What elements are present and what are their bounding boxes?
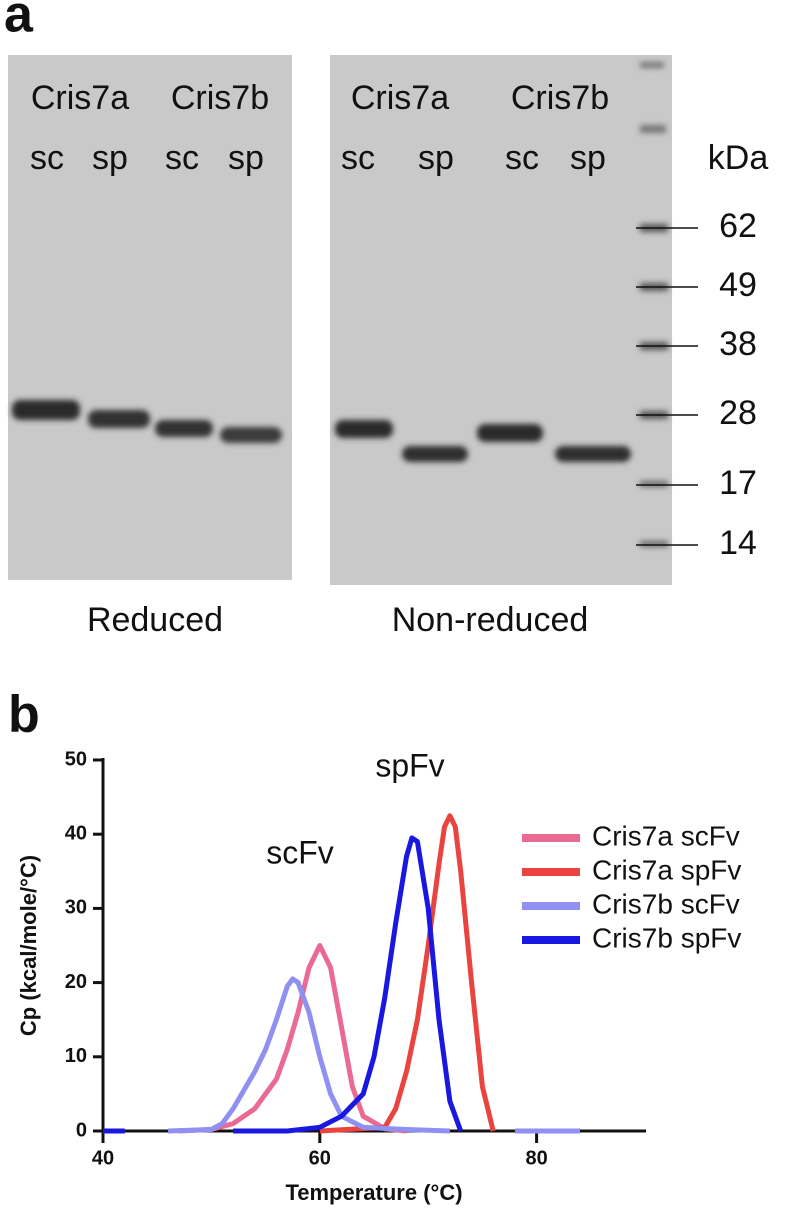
marker-unit: kDa <box>708 139 769 177</box>
legend-label: Cris7b spFv <box>592 922 741 953</box>
series-line <box>167 976 580 1134</box>
y-tick-label: 40 <box>65 822 87 844</box>
series-line <box>103 835 464 1134</box>
lane-label: sp <box>418 139 454 177</box>
lane-label: sc <box>505 139 539 177</box>
gel-caption: Reduced <box>87 601 223 639</box>
y-tick-label: 20 <box>65 971 87 993</box>
series-line <box>178 943 407 1134</box>
x-axis-title: Temperature (°C) <box>285 1180 462 1205</box>
y-tick-label: 30 <box>65 897 87 919</box>
lane-label: sp <box>228 139 264 177</box>
lane-label: sc <box>341 139 375 177</box>
y-tick-label: 0 <box>76 1119 87 1141</box>
x-tick-label: 40 <box>92 1147 114 1169</box>
bands <box>12 62 668 547</box>
annotation: scFv <box>266 834 334 870</box>
lane-label: sp <box>570 139 606 177</box>
y-tick-label: 50 <box>65 748 87 770</box>
x-tick-label: 60 <box>309 1147 331 1169</box>
gel-caption: Non-reduced <box>392 601 589 639</box>
panel-label: a <box>4 0 34 44</box>
sample-label: Cris7a <box>351 79 449 117</box>
sample-label: Cris7b <box>171 79 269 117</box>
gel-left <box>8 55 292 580</box>
annotation: spFv <box>375 747 444 783</box>
x-tick-label: 80 <box>525 1147 547 1169</box>
panel-label: b <box>8 686 40 744</box>
marker-size: 17 <box>719 464 757 502</box>
lane-label: sc <box>165 139 199 177</box>
y-tick-label: 10 <box>65 1045 87 1067</box>
marker-size: 49 <box>719 266 757 304</box>
marker-size: 14 <box>719 524 757 562</box>
legend-label: Cris7b scFv <box>592 888 740 919</box>
series-line <box>319 813 496 1134</box>
marker-size: 38 <box>719 325 757 363</box>
lane-label: sp <box>92 139 128 177</box>
lane-label: sc <box>30 139 64 177</box>
sample-label: Cris7a <box>31 79 129 117</box>
marker-size: 62 <box>719 207 757 245</box>
legend-label: Cris7a spFv <box>592 854 741 885</box>
y-axis-title: Cp (kcal/mole/°C) <box>16 855 41 1036</box>
gel-right <box>330 55 672 585</box>
sample-label: Cris7b <box>511 79 609 117</box>
marker-size: 28 <box>719 394 757 432</box>
legend-label: Cris7a scFv <box>592 820 740 851</box>
